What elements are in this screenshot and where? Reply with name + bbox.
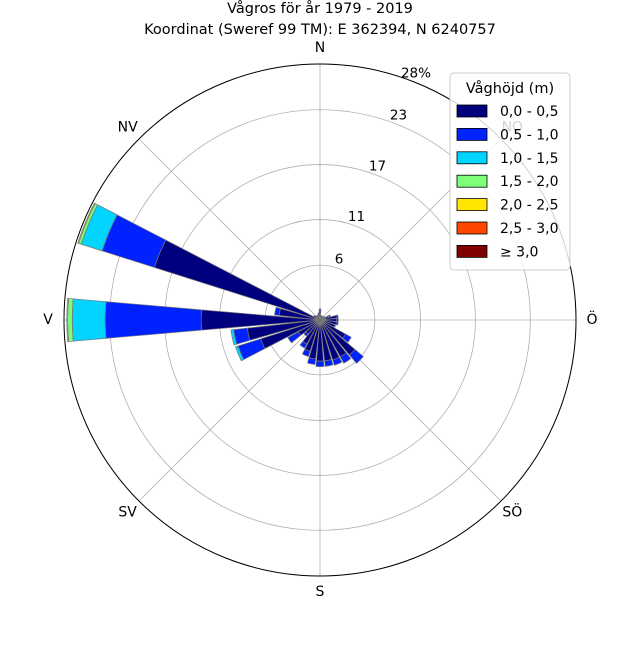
ring-label-3: 23 <box>390 108 407 124</box>
legend: Våghöjd (m) 0,0 - 0,5 0,5 - 1,0 1,0 - 1,5 1,… <box>449 72 571 271</box>
direction-label-Ö: Ö <box>586 310 597 328</box>
rose-bar-dir247.5-bin2 <box>235 345 245 362</box>
ring-label-4: 28% <box>401 65 431 81</box>
direction-label-SÖ: SÖ <box>502 502 522 520</box>
rose-bar-dir135-bin1 <box>348 348 364 364</box>
rose-bar-dir225-bin1 <box>303 331 309 337</box>
rose-bar-dir157.5-bin1 <box>332 356 343 366</box>
rose-bar-dir213.75-bin1 <box>299 340 308 349</box>
legend-label-1: 0,5 - 1,0 <box>500 127 558 143</box>
legend-swatch-6 <box>456 244 488 258</box>
rose-bar-dir236.25-bin1 <box>287 331 302 344</box>
legend-title: Våghöjd (m) <box>466 80 554 97</box>
legend-label-4: 2,0 - 2,5 <box>500 198 558 214</box>
rose-bar-dir270-bin1 <box>104 301 202 339</box>
direction-label-V: V <box>43 312 53 328</box>
rose-bar-dir101.25-bin1 <box>335 321 339 326</box>
legend-label-5: 2,5 - 3,0 <box>500 221 558 237</box>
outer-frame <box>63 63 577 577</box>
direction-label-SV: SV <box>118 504 137 520</box>
rose-bar-dir168.75-bin1 <box>324 359 334 367</box>
grid-spoke <box>138 138 321 321</box>
polar-labels: NNOÖSÖSSVVNV611172328% <box>43 40 597 600</box>
rose-bars <box>66 202 364 367</box>
rose-bar-dir281.25-bin1 <box>274 306 281 316</box>
legend-frame <box>449 72 571 271</box>
direction-label-S: S <box>316 584 325 600</box>
rose-bar-dir202.5-bin1 <box>301 348 311 358</box>
rose-bar-dir292.5-bin4 <box>77 202 96 244</box>
rose-bar-dir258.75-bin2 <box>230 329 238 346</box>
rose-bar-dir0-bin1 <box>318 308 322 312</box>
legend-label-2: 1,0 - 1,5 <box>500 151 558 167</box>
rose-bar-dir90-bin1 <box>336 318 339 322</box>
rose-bar-dir270-bin2 <box>71 298 107 342</box>
rose-bar-dir123.75-bin1 <box>342 333 352 343</box>
legend-label-0: 0,0 - 0,5 <box>500 104 558 120</box>
legend-swatch-1 <box>456 127 488 141</box>
rose-bar-dir270-bin4 <box>66 297 69 343</box>
rose-bar-dir191.25-bin1 <box>307 357 317 365</box>
rose-bar-dir112.5-bin1 <box>333 324 337 329</box>
chart-subtitle: Koordinat (Sweref 99 TM): E 362394, N 62… <box>144 22 496 38</box>
ring-label-0: 6 <box>335 251 344 267</box>
legend-swatch-4 <box>456 198 488 212</box>
rose-bar-dir348.75-bin0 <box>317 312 321 321</box>
rose-bar-dir146.25-bin1 <box>339 352 352 364</box>
legend-swatch-0 <box>456 104 488 118</box>
legend-label-3: 1,5 - 2,0 <box>500 174 558 190</box>
ring-label-1: 11 <box>348 209 365 225</box>
rose-bar-dir270-bin3 <box>67 298 74 342</box>
legend-swatch-2 <box>456 151 488 165</box>
legend-swatch-5 <box>456 221 488 235</box>
grid-spoke <box>138 319 321 502</box>
direction-label-NV: NV <box>118 120 138 136</box>
chart-title: Vågros för år 1979 - 2019 <box>227 0 413 17</box>
direction-label-N: N <box>315 40 325 56</box>
legend-swatch-3 <box>456 174 488 188</box>
legend-label-6: ≥ 3,0 <box>500 244 538 260</box>
ring-label-2: 17 <box>369 158 386 174</box>
rose-bar-dir180-bin1 <box>315 360 325 367</box>
rose-bar-dir78.75-bin1 <box>335 314 339 319</box>
